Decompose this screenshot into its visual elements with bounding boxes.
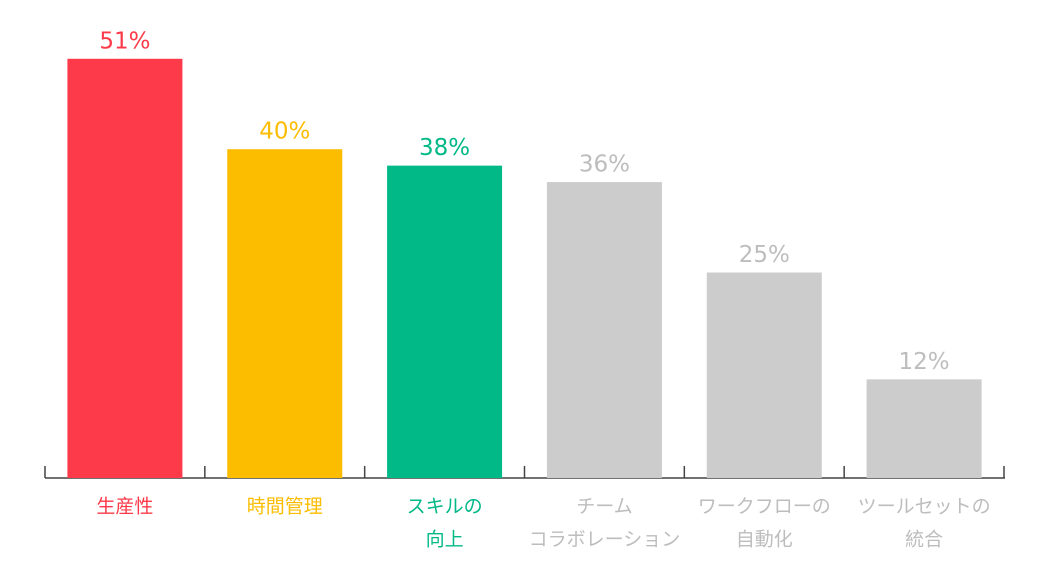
value-label: 40% (259, 119, 310, 145)
value-label: 36% (579, 152, 630, 178)
x-tick-label: ワークフローの (698, 496, 831, 518)
value-label: 12% (899, 349, 950, 375)
bar (67, 58, 183, 478)
x-tick-label: 生産性 (96, 496, 153, 518)
value-label: 38% (419, 135, 470, 161)
x-tick-label: コラボレーション (529, 529, 681, 551)
bar (546, 182, 662, 478)
value-label: 25% (739, 242, 790, 268)
x-tick-label: ツールセットの (858, 496, 991, 518)
x-tick-label: 自動化 (736, 529, 793, 551)
bar (706, 272, 822, 478)
x-tick-label: 統合 (905, 529, 943, 551)
bar (387, 165, 503, 478)
x-tick-label: チーム (576, 496, 632, 518)
value-label: 51% (99, 28, 150, 54)
x-tick-label: スキルの (407, 496, 483, 518)
bar (227, 149, 343, 478)
x-tick-label: 時間管理 (247, 496, 323, 518)
x-tick-label: 向上 (426, 529, 464, 551)
bar (866, 379, 982, 478)
